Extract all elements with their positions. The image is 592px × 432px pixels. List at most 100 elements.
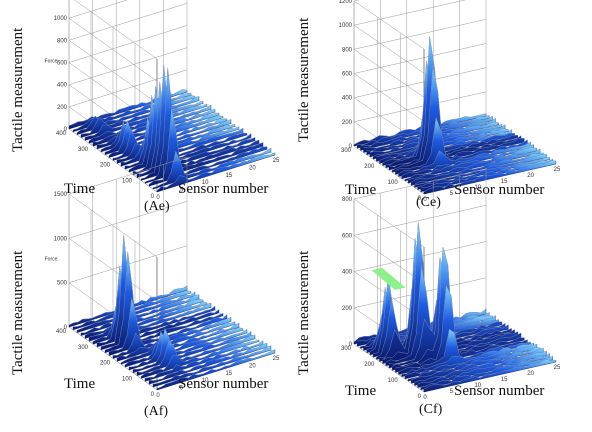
- grid-line: [353, 19, 487, 50]
- surface-edge: [124, 327, 244, 365]
- surface-edge: [124, 117, 244, 167]
- z-tick-label: 400: [57, 83, 68, 89]
- surface-edge: [156, 349, 276, 389]
- surface-edge: [353, 113, 487, 145]
- surface-edge: [417, 353, 550, 385]
- surface-edge: [144, 67, 264, 183]
- time-tick-label: 100: [122, 376, 133, 382]
- surface-edge: [420, 356, 553, 388]
- surface-edge: [133, 327, 252, 370]
- surface-edge: [120, 126, 240, 163]
- sensor-tick-label: 20: [527, 371, 534, 377]
- sensor-tick-label: 5: [450, 191, 454, 197]
- time-tick-label: 400: [56, 329, 67, 335]
- time-tick-label: 0: [418, 196, 422, 202]
- surface-mesh: [353, 221, 557, 393]
- sensor-tick-label: 10: [474, 383, 481, 389]
- surface-edge: [388, 36, 522, 168]
- time-tick-label: 200: [100, 361, 111, 367]
- panel-af-xlabel: Sensor number: [178, 376, 269, 392]
- grid-line: [353, 43, 487, 74]
- surface-edge: [97, 265, 216, 343]
- z-tick-label: 600: [342, 72, 353, 78]
- time-tick-label: 100: [388, 378, 399, 384]
- grid-line: [353, 49, 425, 98]
- sensor-tick-label: 15: [225, 371, 232, 377]
- surface-edge: [92, 302, 212, 342]
- z-axis-inner-label: Force: [45, 257, 58, 263]
- surface-edge: [120, 323, 240, 363]
- grid-line: [68, 0, 128, 19]
- panel-cf-ylabel: Time: [345, 383, 377, 399]
- sensor-tick-label: 15: [225, 173, 232, 179]
- time-tick-label: 100: [122, 178, 133, 184]
- tick-labels: 0 200 400 600 800 1000 1200 0 5 10 15 20 25 0 100 200 30…: [339, 0, 561, 203]
- z-tick-label: 200: [342, 306, 353, 312]
- surface-edge: [136, 334, 256, 373]
- surface-edge: [392, 65, 525, 171]
- surface-edge: [411, 347, 544, 381]
- sensor-tick-label: 0: [156, 393, 160, 399]
- z-tick-label: 200: [342, 120, 353, 126]
- tick-labels: 0 200 400 600 800 0 5 10 15 20 25 0 100 200 300: [341, 197, 561, 401]
- surface-edge: [140, 64, 260, 179]
- surface-edge: [100, 234, 220, 347]
- surface-mesh: [68, 64, 276, 193]
- surface-edge: [408, 347, 541, 380]
- surface-edge: [401, 144, 534, 176]
- surface-highlight: [371, 267, 406, 290]
- surface-edge: [128, 329, 248, 368]
- surface-edge: [88, 301, 208, 338]
- surface-edge: [72, 92, 192, 130]
- surface-edge: [423, 160, 557, 192]
- panel-ce-ylabel: Time: [345, 182, 377, 198]
- sensor-tick-label: 20: [249, 363, 256, 369]
- z-tick-label: 1000: [339, 23, 353, 29]
- z-tick-label: 1500: [54, 192, 68, 198]
- surface-edge: [148, 107, 268, 185]
- sensor-tick-label: 15: [501, 179, 508, 185]
- surface-edge: [411, 152, 544, 183]
- surface-edge: [140, 339, 260, 377]
- surface-edge: [84, 101, 204, 138]
- surface-edge: [84, 299, 204, 336]
- surface-edge: [395, 284, 528, 369]
- panel-ce-xlabel: Sensor number: [454, 182, 545, 198]
- sensor-tick-label: 5: [180, 188, 184, 194]
- surface-edge: [152, 147, 272, 188]
- surface-plot-ae: 0200400600800100012000510152025010020030…: [45, 0, 280, 201]
- grid-line: [68, 201, 188, 239]
- panel-ae-zlabel: Tactile measurement: [10, 27, 26, 152]
- z-tick-label: 0: [64, 127, 68, 133]
- grid-line: [353, 0, 425, 50]
- z-tick-label: 500: [57, 281, 68, 287]
- surface-edge: [408, 148, 541, 181]
- time-tick-label: 200: [100, 163, 111, 169]
- grid-line: [353, 0, 360, 2]
- panel-ae-caption: (Ae): [144, 199, 170, 214]
- time-tick-label: 0: [151, 194, 155, 200]
- surface-edge: [136, 81, 256, 175]
- surface-edge: [385, 60, 518, 165]
- sensor-tick-label: 20: [527, 173, 534, 179]
- sensor-tick-label: 25: [554, 365, 561, 371]
- surface-mesh: [353, 36, 557, 195]
- surface-edge: [128, 95, 248, 170]
- z-tick-label: 800: [57, 38, 68, 44]
- tick-labels: 0 500 1000 1500 0 5 10 15 20 25 0 100 200 300 400 Force: [45, 192, 280, 399]
- time-tick-label: 300: [341, 148, 352, 154]
- grid-line: [353, 0, 467, 26]
- grid-line: [353, 198, 425, 248]
- time-tick-label: 0: [418, 394, 422, 400]
- surface-edge: [144, 340, 264, 379]
- time-tick-label: 200: [364, 164, 375, 170]
- grid-line: [68, 25, 188, 63]
- panel-ae-ylabel: Time: [64, 181, 96, 197]
- grid-line: [353, 67, 487, 98]
- sensor-tick-label: 5: [180, 386, 184, 392]
- panel-af-zlabel: Tactile measurement: [10, 250, 26, 375]
- surface-edge: [401, 342, 534, 375]
- z-tick-label: 400: [342, 96, 353, 102]
- z-tick-label: 600: [57, 61, 68, 67]
